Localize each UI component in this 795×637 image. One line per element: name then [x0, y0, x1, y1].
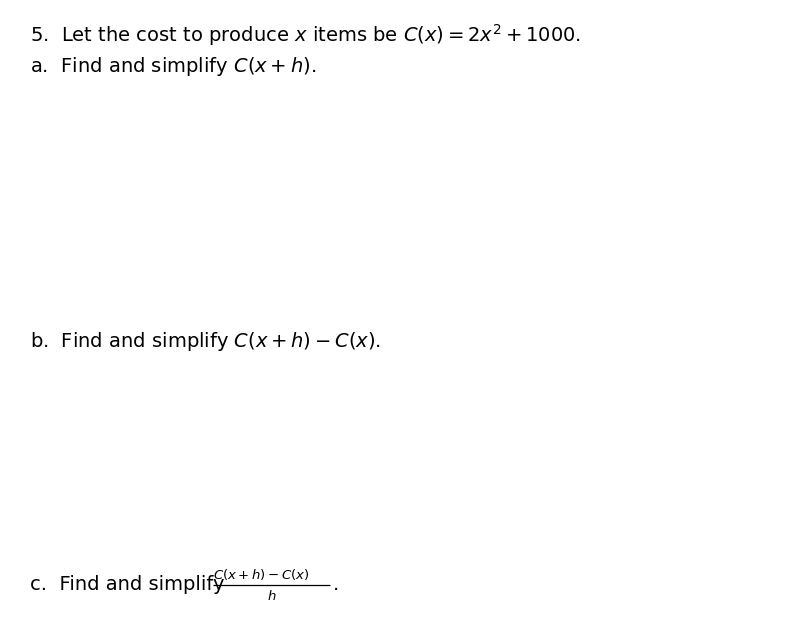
Text: 5.  Let the cost to produce $x$ items be $C(x) = 2x^2 + 1000.$: 5. Let the cost to produce $x$ items be … [30, 22, 581, 48]
Text: a.  Find and simplify $C(x + h).$: a. Find and simplify $C(x + h).$ [30, 55, 316, 78]
Text: $C(x+h)-C(x)$: $C(x+h)-C(x)$ [213, 567, 309, 582]
Text: c.  Find and simplify: c. Find and simplify [30, 575, 224, 594]
Text: b.  Find and simplify $C(x + h) - C(x).$: b. Find and simplify $C(x + h) - C(x).$ [30, 330, 381, 353]
Text: $h$: $h$ [267, 589, 276, 603]
Text: .: . [333, 575, 339, 594]
